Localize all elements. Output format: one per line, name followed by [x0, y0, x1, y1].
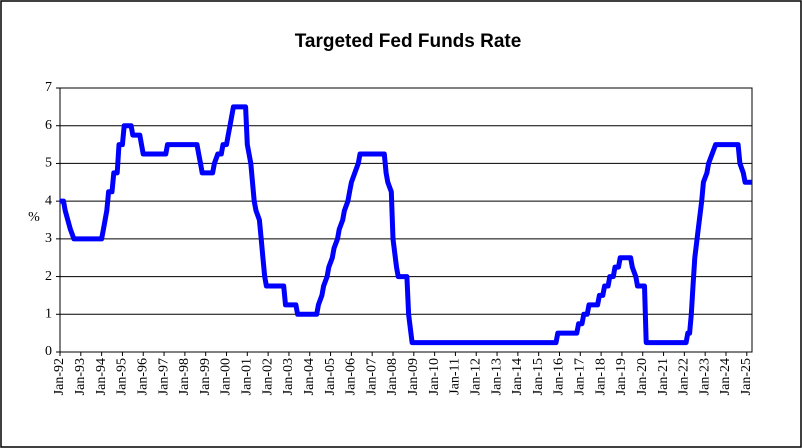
x-tick-label: Jan-98 — [177, 358, 192, 395]
chart-title: Targeted Fed Funds Rate — [295, 31, 522, 52]
plot-border — [59, 87, 753, 353]
rate-line — [60, 104, 752, 346]
x-tick-label: Jan-09 — [406, 358, 421, 395]
x-tick-label: Jan-04 — [302, 358, 317, 395]
x-tick-label: Jan-16 — [552, 358, 567, 395]
x-tick-label: Jan-23 — [697, 358, 712, 395]
x-tick-label: Jan-02 — [260, 358, 275, 395]
x-tick-label: Jan-06 — [344, 358, 359, 395]
x-tick-label: Jan-21 — [656, 358, 671, 395]
x-tick-label: Jan-08 — [385, 358, 400, 395]
y-tick-label: 3 — [45, 231, 52, 246]
y-tick-label: 5 — [45, 156, 52, 171]
y-axis-label: % — [28, 210, 40, 225]
x-tick-label: Jan-99 — [198, 358, 213, 395]
x-tick-label: Jan-14 — [510, 358, 525, 395]
x-tick-label: Jan-96 — [135, 358, 150, 395]
x-tick-label: Jan-25 — [739, 358, 754, 395]
x-tick-label: Jan-97 — [156, 358, 171, 395]
x-tick-label: Jan-05 — [323, 358, 338, 395]
x-tick-label: Jan-24 — [718, 358, 733, 395]
x-tick-label: Jan-13 — [489, 358, 504, 395]
x-tick-label: Jan-11 — [448, 358, 463, 395]
y-tick-label: 0 — [45, 344, 52, 359]
x-tick-label: Jan-12 — [468, 358, 483, 395]
y-tick-label: 6 — [45, 118, 52, 133]
x-tick-label: Jan-17 — [573, 358, 588, 395]
x-tick-label: Jan-10 — [427, 358, 442, 395]
x-tick-label: Jan-93 — [73, 358, 88, 395]
x-tick-label: Jan-07 — [364, 358, 379, 395]
x-tick-label: Jan-03 — [281, 358, 296, 395]
x-tick-label: Jan-00 — [219, 358, 234, 395]
y-tick-label: 2 — [45, 269, 52, 284]
x-tick-label: Jan-94 — [94, 358, 109, 395]
x-tick-label: Jan-20 — [635, 358, 650, 395]
x-tick-label: Jan-01 — [240, 358, 255, 395]
x-tick-label: Jan-15 — [531, 358, 546, 395]
x-tick-label: Jan-18 — [593, 358, 608, 395]
y-tick-label: 1 — [45, 307, 52, 322]
x-tick-label: Jan-22 — [677, 358, 692, 395]
y-tick-label: 4 — [45, 193, 52, 208]
x-tick-label: Jan-95 — [115, 358, 130, 395]
x-tick-label: Jan-19 — [614, 358, 629, 395]
x-tick-label: Jan-92 — [52, 358, 67, 395]
y-tick-label: 7 — [45, 80, 52, 95]
